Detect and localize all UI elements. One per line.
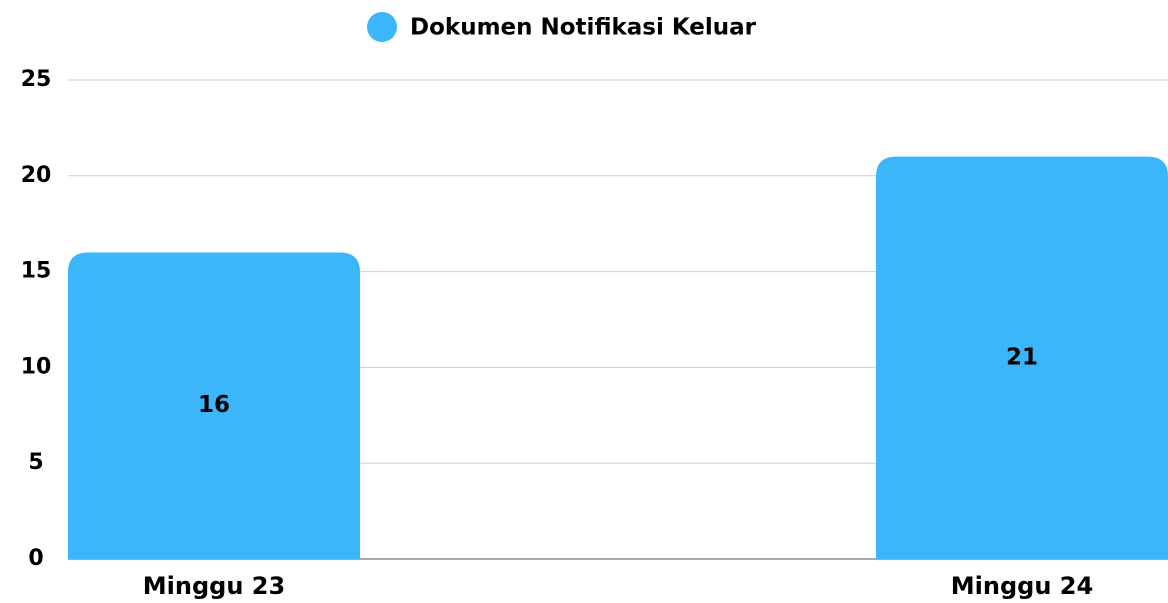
x-tick-label: Minggu 23 <box>143 572 285 600</box>
y-tick-label: 0 <box>28 546 43 571</box>
y-tick-label: 5 <box>28 450 43 475</box>
legend: Dokumen Notifikasi Keluar <box>367 12 757 42</box>
data-label: 21 <box>1006 344 1038 370</box>
legend-swatch <box>367 12 397 42</box>
bar <box>876 156 1168 559</box>
y-tick-label: 10 <box>21 354 52 379</box>
bar <box>68 252 360 559</box>
y-tick-label: 25 <box>21 67 52 92</box>
data-label: 16 <box>198 392 230 418</box>
y-tick-label: 20 <box>21 163 52 188</box>
y-tick-label: 15 <box>21 259 52 284</box>
x-tick-label: Minggu 24 <box>951 572 1093 600</box>
legend-label: Dokumen Notifikasi Keluar <box>410 15 757 41</box>
